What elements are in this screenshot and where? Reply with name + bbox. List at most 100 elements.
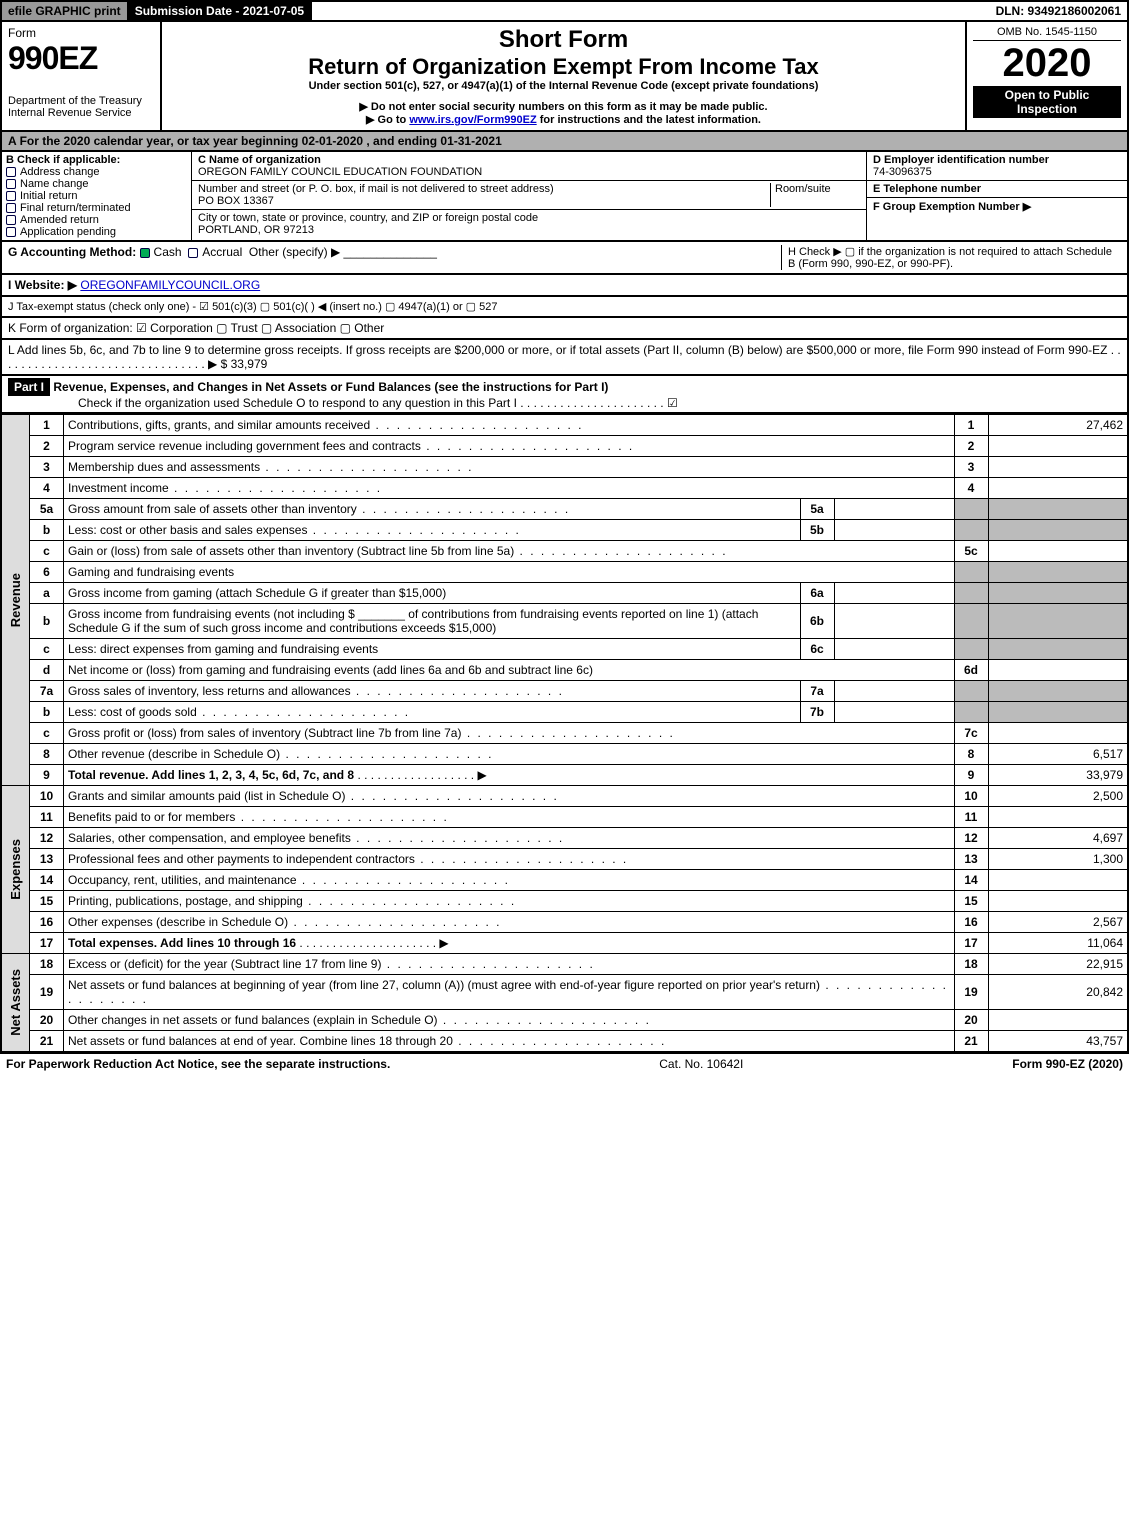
website-link[interactable]: OREGONFAMILYCOUNCIL.ORG — [80, 278, 260, 292]
ln-5a-sn: 5a — [800, 499, 834, 520]
chk-amended-return[interactable]: Amended return — [20, 214, 99, 226]
ln-10-no: 10 — [954, 786, 988, 807]
ln-5c-val — [988, 541, 1128, 562]
ln-7c-val — [988, 723, 1128, 744]
ln-11-val — [988, 807, 1128, 828]
chk-initial-return[interactable]: Initial return — [20, 190, 77, 202]
room-suite-label: Room/suite — [770, 183, 860, 207]
row-i: I Website: ▶ OREGONFAMILYCOUNCIL.ORG — [0, 275, 1129, 297]
phone-label: E Telephone number — [873, 183, 1121, 195]
ln-9-desc: Total revenue. Add lines 1, 2, 3, 4, 5c,… — [64, 765, 955, 786]
ln-12-no: 12 — [954, 828, 988, 849]
ln-8-desc: Other revenue (describe in Schedule O) — [64, 744, 955, 765]
ln-5c-desc: Gain or (loss) from sale of assets other… — [64, 541, 955, 562]
ln-6b-sv — [834, 604, 954, 639]
ln-6c-sn: 6c — [800, 639, 834, 660]
ln-15-desc: Printing, publications, postage, and shi… — [64, 891, 955, 912]
ln-7a-desc: Gross sales of inventory, less returns a… — [64, 681, 801, 702]
short-form-title: Short Form — [170, 26, 957, 54]
ln-6b-sn: 6b — [800, 604, 834, 639]
chk-accrual[interactable] — [188, 248, 198, 258]
page-footer: For Paperwork Reduction Act Notice, see … — [0, 1053, 1129, 1074]
dept-irs: Internal Revenue Service — [8, 107, 154, 119]
ln-21-no: 21 — [954, 1031, 988, 1053]
ln-1-no: 1 — [954, 415, 988, 436]
addr-value: PO BOX 13367 — [198, 195, 770, 207]
lines-table: Revenue 1 Contributions, gifts, grants, … — [0, 414, 1129, 1053]
section-expenses-label: Expenses — [6, 835, 25, 904]
ln-18-desc: Excess or (deficit) for the year (Subtra… — [64, 954, 955, 975]
ln-5b-sv — [834, 520, 954, 541]
ln-3-val — [988, 457, 1128, 478]
ln-17-val: 11,064 — [988, 933, 1128, 954]
ln-19-no: 19 — [954, 975, 988, 1010]
ln-17-no: 17 — [954, 933, 988, 954]
ln-18-val: 22,915 — [988, 954, 1128, 975]
ln-1-desc: Contributions, gifts, grants, and simila… — [64, 415, 955, 436]
row-h: H Check ▶ ▢ if the organization is not r… — [781, 245, 1121, 270]
chk-name-change[interactable]: Name change — [20, 178, 89, 190]
ln-9-val: 33,979 — [988, 765, 1128, 786]
ln-1: 1 — [30, 415, 64, 436]
chk-cash[interactable] — [140, 248, 150, 258]
ln-10-desc: Grants and similar amounts paid (list in… — [64, 786, 955, 807]
form-header: Form 990EZ Department of the Treasury In… — [0, 22, 1129, 132]
ln-14-val — [988, 870, 1128, 891]
group-exemption-label: F Group Exemption Number ▶ — [873, 200, 1121, 213]
ln-7b-desc: Less: cost of goods sold — [64, 702, 801, 723]
section-revenue-label: Revenue — [6, 569, 25, 631]
ln-7c-no: 7c — [954, 723, 988, 744]
ln-15-val — [988, 891, 1128, 912]
org-name-label: C Name of organization — [198, 154, 860, 166]
ln-12-val: 4,697 — [988, 828, 1128, 849]
part-i-header: Part I Revenue, Expenses, and Changes in… — [0, 376, 1129, 414]
ln-2-no: 2 — [954, 436, 988, 457]
ln-6a-desc: Gross income from gaming (attach Schedul… — [64, 583, 801, 604]
chk-final-return[interactable]: Final return/terminated — [20, 202, 131, 214]
row-g: G Accounting Method: Cash Accrual Other … — [8, 245, 781, 270]
ln-14-no: 14 — [954, 870, 988, 891]
chk-address-change[interactable]: Address change — [20, 166, 100, 178]
ln-17-desc: Total expenses. Add lines 10 through 16 … — [64, 933, 955, 954]
ssn-warning: Do not enter social security numbers on … — [170, 100, 957, 113]
ln-6-desc: Gaming and fundraising events — [64, 562, 955, 583]
box-def: D Employer identification number 74-3096… — [867, 152, 1127, 240]
ln-20-no: 20 — [954, 1010, 988, 1031]
ln-14-desc: Occupancy, rent, utilities, and maintena… — [64, 870, 955, 891]
ln-3-desc: Membership dues and assessments — [64, 457, 955, 478]
ln-7b-sn: 7b — [800, 702, 834, 723]
dept-treasury: Department of the Treasury — [8, 95, 154, 107]
form-number: 990EZ — [8, 40, 154, 77]
ln-4-val — [988, 478, 1128, 499]
efile-print-label[interactable]: efile GRAPHIC print — [2, 2, 129, 20]
part-i-label: Part I — [8, 378, 50, 396]
irs-link[interactable]: www.irs.gov/Form990EZ — [409, 114, 536, 126]
ln-16-no: 16 — [954, 912, 988, 933]
omb-number: OMB No. 1545-1150 — [973, 26, 1121, 41]
ln-5a-desc: Gross amount from sale of assets other t… — [64, 499, 801, 520]
ln-6d-val — [988, 660, 1128, 681]
ein-label: D Employer identification number — [873, 154, 1121, 166]
ln-12-desc: Salaries, other compensation, and employ… — [64, 828, 955, 849]
org-name: OREGON FAMILY COUNCIL EDUCATION FOUNDATI… — [198, 166, 860, 178]
row-j: J Tax-exempt status (check only one) - ☑… — [0, 297, 1129, 318]
ln-6d-desc: Net income or (loss) from gaming and fun… — [64, 660, 955, 681]
ln-7a-sn: 7a — [800, 681, 834, 702]
ln-6b-desc: Gross income from fundraising events (no… — [64, 604, 801, 639]
ln-5b-sn: 5b — [800, 520, 834, 541]
ln-11-desc: Benefits paid to or for members — [64, 807, 955, 828]
ln-20-desc: Other changes in net assets or fund bala… — [64, 1010, 955, 1031]
ln-20-val — [988, 1010, 1128, 1031]
footer-right: Form 990-EZ (2020) — [1012, 1057, 1123, 1071]
box-b-title: B Check if applicable: — [6, 154, 187, 166]
top-bar: efile GRAPHIC print Submission Date - 20… — [0, 0, 1129, 22]
ln-7b-sv — [834, 702, 954, 723]
chk-application-pending[interactable]: Application pending — [20, 226, 116, 238]
dln: DLN: 93492186002061 — [990, 2, 1127, 20]
ln-15-no: 15 — [954, 891, 988, 912]
ln-5a-sv — [834, 499, 954, 520]
ln-4-desc: Investment income — [64, 478, 955, 499]
ln-8-val: 6,517 — [988, 744, 1128, 765]
part-i-title: Revenue, Expenses, and Changes in Net As… — [53, 380, 608, 394]
ln-7c-desc: Gross profit or (loss) from sales of inv… — [64, 723, 955, 744]
